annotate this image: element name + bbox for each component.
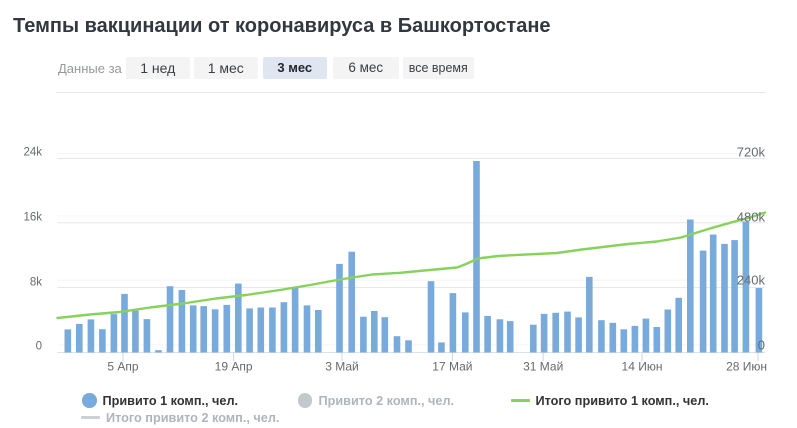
svg-text:5 Апр: 5 Апр [107,360,139,374]
svg-text:8k: 8k [30,277,42,289]
svg-text:240k: 240k [737,273,766,288]
svg-text:19 Апр: 19 Апр [215,360,253,374]
svg-text:31 Май: 31 Май [523,360,563,374]
svg-text:17 Май: 17 Май [432,360,472,374]
svg-text:480k: 480k [737,210,766,225]
svg-text:14 Июн: 14 Июн [622,360,663,374]
svg-text:720k: 720k [737,145,766,160]
svg-text:28 Июн: 28 Июн [726,360,767,374]
svg-text:16k: 16k [23,212,42,224]
svg-text:0: 0 [758,338,765,353]
svg-text:24k: 24k [23,147,42,159]
svg-text:3 Май: 3 Май [325,360,359,374]
svg-text:0: 0 [36,341,42,353]
